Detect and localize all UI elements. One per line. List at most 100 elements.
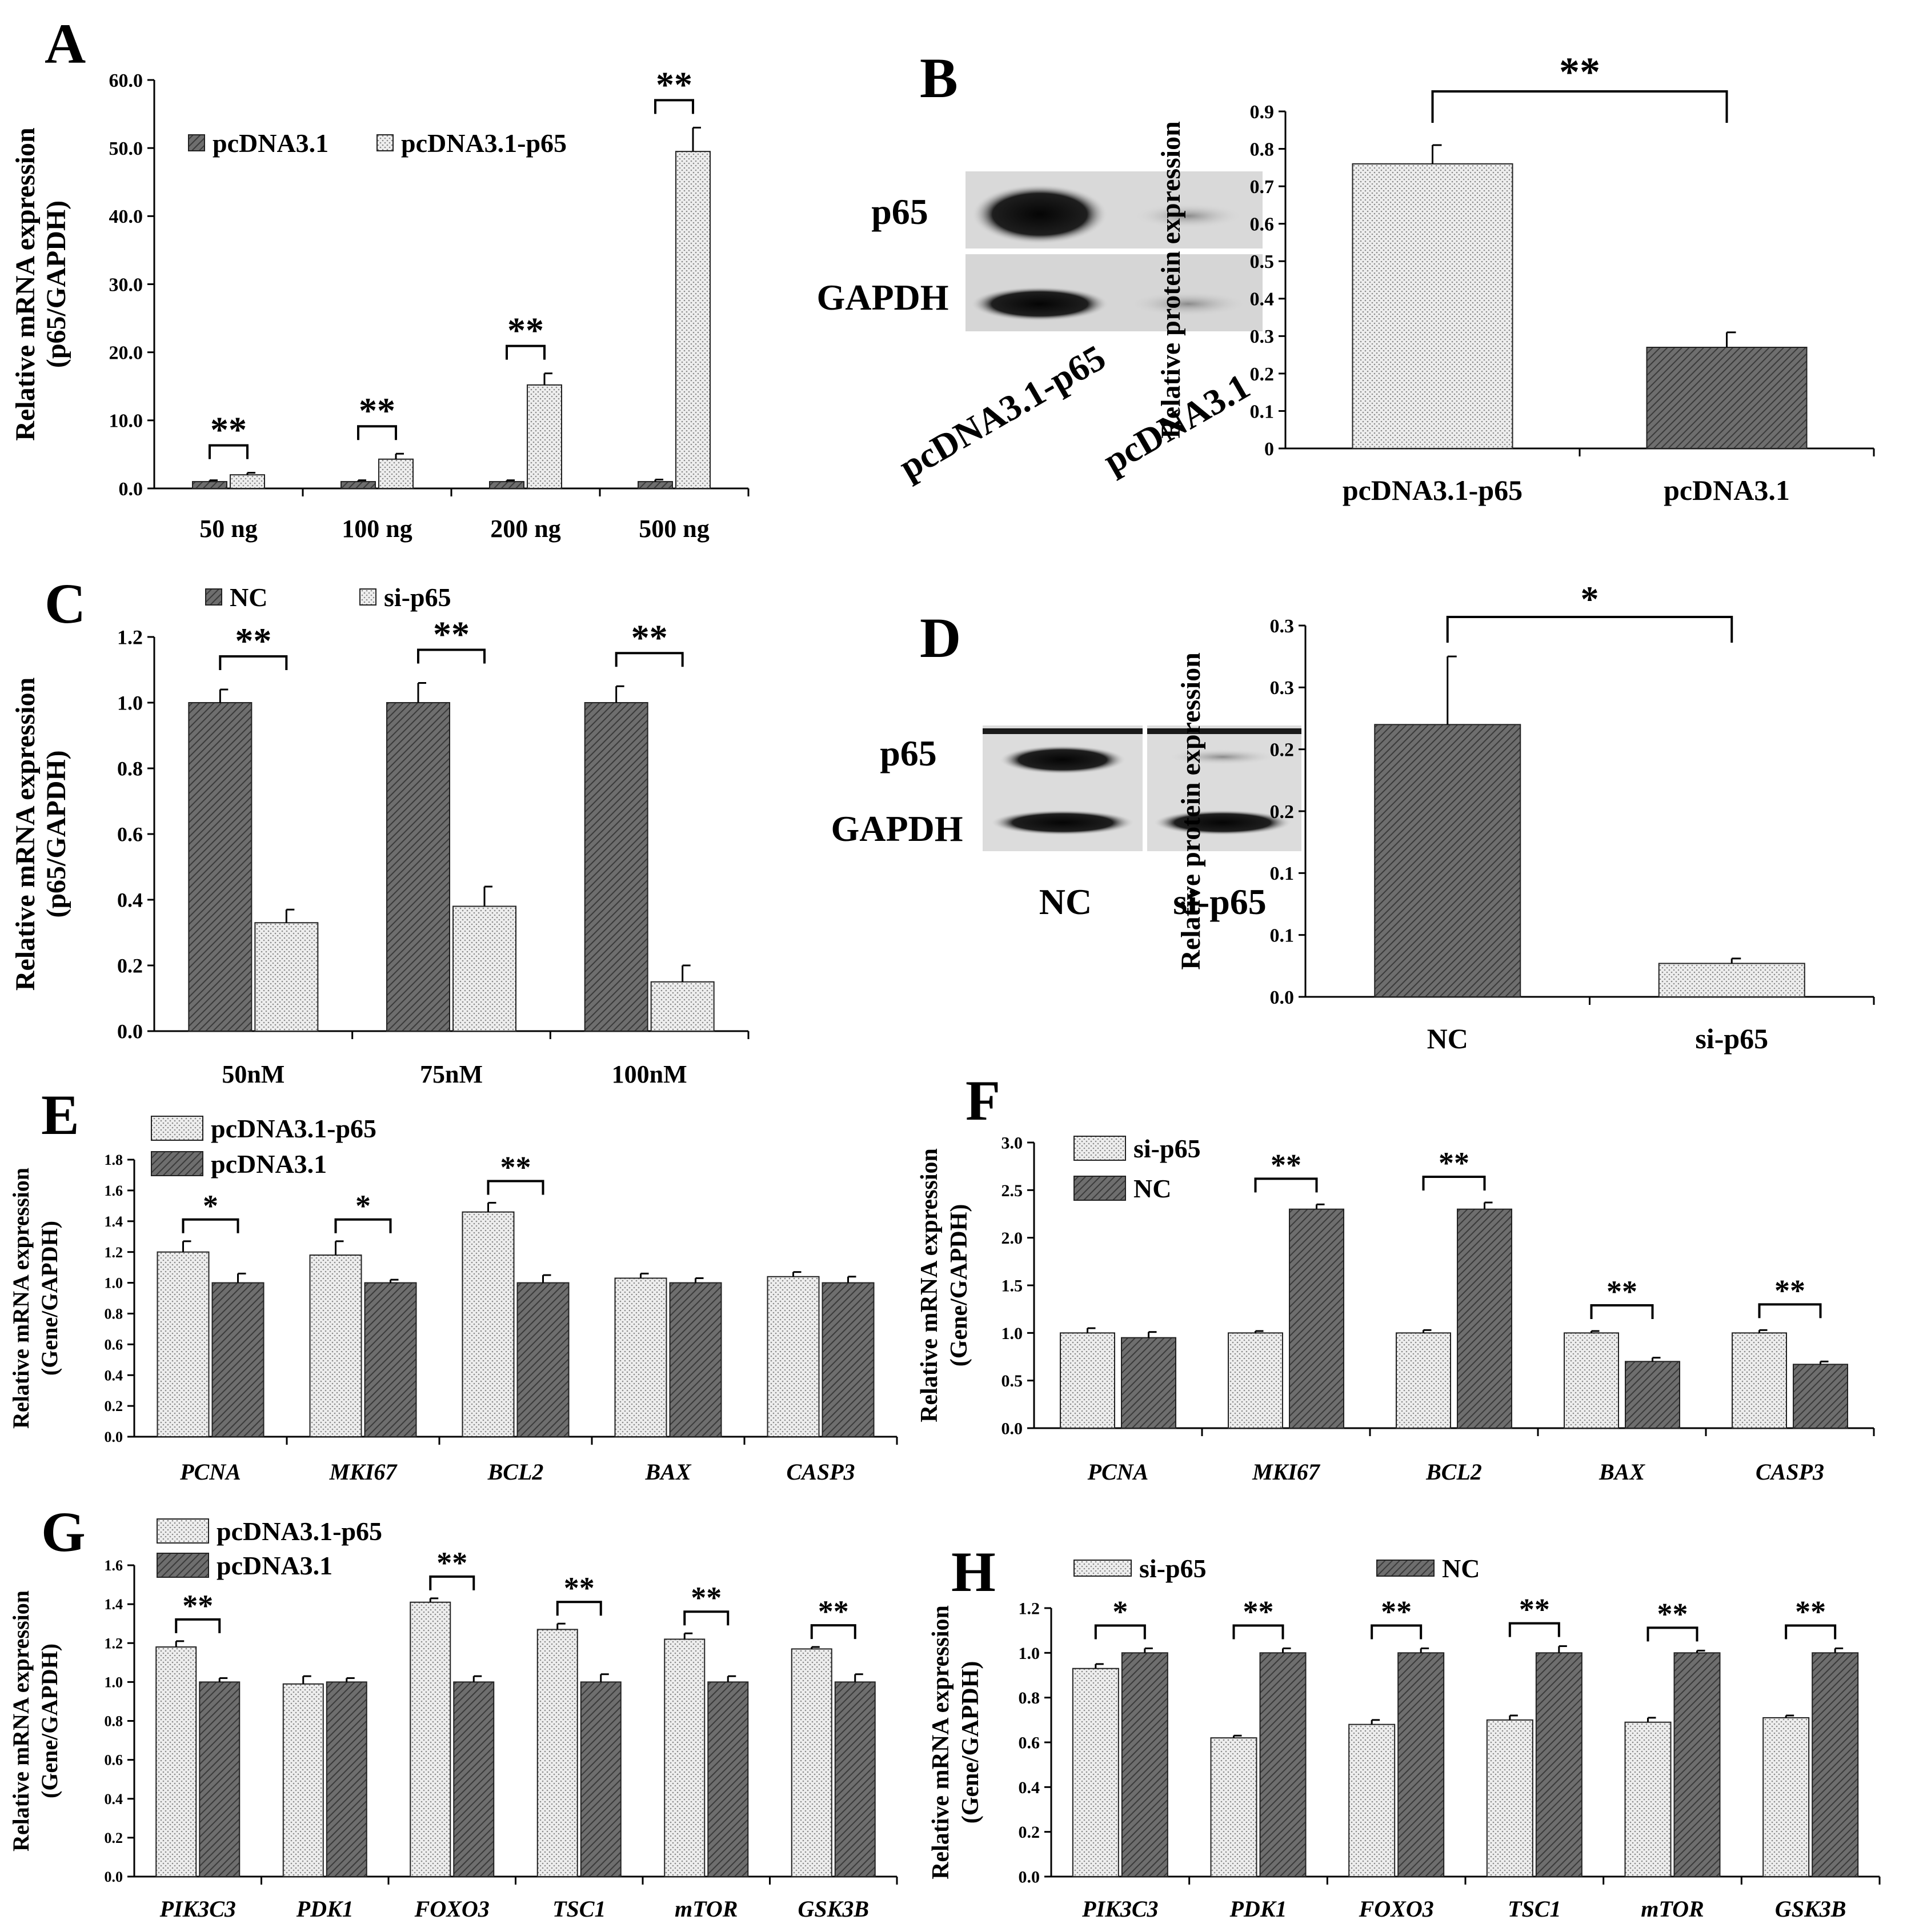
bar	[157, 1251, 210, 1438]
x-tick-label: si-p65	[1695, 1023, 1768, 1055]
y-tick-label: 0.6	[1019, 1734, 1040, 1753]
y-tick-label: 0.2	[117, 955, 143, 977]
x-tick-label: 100nM	[612, 1060, 687, 1088]
significance-bracket	[182, 1218, 239, 1233]
bar	[516, 1282, 570, 1438]
legend-swatch	[359, 588, 376, 606]
y-tick-label: 0	[1264, 439, 1274, 460]
bar	[536, 1629, 578, 1877]
x-tick-label: 75nM	[420, 1060, 483, 1088]
x-tick-label: mTOR	[1641, 1896, 1704, 1922]
y-axis-title: Relative protein expression	[1176, 652, 1206, 970]
bar	[254, 922, 319, 1032]
blot-B-row-label-p65: p65	[871, 191, 928, 232]
legend-label: pcDNA3.1-p65	[211, 1114, 376, 1143]
bar	[155, 1646, 197, 1877]
y-tick-label: 0.9	[1250, 102, 1275, 123]
bar	[1762, 1717, 1810, 1878]
significance-label: **	[1519, 1593, 1550, 1627]
legend-swatch	[205, 588, 222, 606]
significance-bracket	[654, 99, 694, 114]
blot-D-row-label-gapdh: GAPDH	[831, 808, 963, 849]
y-tick-label: 0.8	[1019, 1689, 1040, 1707]
western-blot-D: p65 GAPDH NC si-p65	[831, 725, 1301, 922]
x-tick-label: 500 ng	[639, 515, 709, 543]
chart-C: 0.0 0.2 0.4 0.6 0.8 1.0 1.2 Relative mRNA expre…	[10, 583, 750, 1088]
bar	[230, 474, 265, 490]
y-axis-title: (Gene/GAPDH)	[37, 1221, 62, 1376]
panel-letter-B: B	[920, 46, 958, 110]
significance-bracket	[1431, 90, 1728, 123]
y-axis-title: (Gene/GAPDH)	[37, 1644, 62, 1798]
y-tick-label: 0.2	[1270, 801, 1295, 823]
bar	[1348, 1723, 1396, 1878]
significance-bracket	[1446, 616, 1733, 643]
bar	[675, 151, 711, 489]
significance-bracket	[219, 655, 288, 670]
x-tick-label: mTOR	[675, 1896, 738, 1922]
y-tick-label: 1.2	[105, 1635, 123, 1652]
y-tick-label: 0.1	[1250, 401, 1275, 422]
significance-label: **	[1271, 1148, 1301, 1182]
bar	[364, 1282, 417, 1438]
significance-bracket	[615, 652, 684, 667]
significance-label: **	[436, 1546, 467, 1580]
x-tick-label: BAX	[1599, 1459, 1645, 1485]
legend-swatch	[151, 1116, 203, 1141]
y-tick-label: 60.0	[109, 70, 143, 91]
chart-H: 0.0 0.2 0.4 0.6 0.8 1.0 1.2 Relative mRNA expre…	[928, 1554, 1881, 1922]
significance-bracket	[1094, 1624, 1146, 1640]
bar	[1121, 1337, 1176, 1429]
x-tick-label: BAX	[644, 1459, 691, 1485]
x-tick-label: 200 ng	[490, 515, 560, 543]
legend-swatch	[188, 134, 205, 151]
y-tick-label: 0.4	[1250, 289, 1275, 310]
y-tick-label: 0.0	[117, 1020, 143, 1043]
legend-swatch	[1073, 1176, 1126, 1201]
significance-label: **	[1774, 1273, 1805, 1308]
panel-letter-A: A	[45, 12, 86, 75]
legend-label: pcDNA3.1	[211, 1149, 327, 1179]
significance-bracket	[487, 1180, 544, 1195]
y-axis-title: (p65/GAPDH)	[41, 201, 71, 368]
legend-label: NC	[230, 583, 267, 612]
blot-B-p65-band-2	[1134, 203, 1243, 229]
y-tick-label: 1.4	[105, 1596, 123, 1613]
bar	[1228, 1332, 1283, 1429]
bar	[1793, 1364, 1848, 1429]
panel-letter-F: F	[965, 1069, 1000, 1132]
x-tick-label: TSC1	[1508, 1896, 1561, 1922]
blot-B-gapdh-band-2	[1128, 291, 1248, 316]
blot-D-top-edge-left	[983, 728, 1143, 734]
significance-bracket	[1232, 1624, 1284, 1640]
bar	[410, 1601, 451, 1877]
legend-swatch	[157, 1518, 209, 1544]
blot-D-gapdh-band-1	[991, 810, 1134, 835]
x-tick-label: PCNA	[1087, 1459, 1149, 1485]
y-tick-label: 1.6	[105, 1183, 123, 1199]
y-tick-label: 0.2	[105, 1398, 123, 1414]
significance-bracket	[683, 1610, 730, 1626]
legend-swatch	[1073, 1560, 1132, 1577]
bar	[669, 1282, 722, 1438]
blot-D-p65-band-1	[1000, 745, 1125, 774]
y-tick-label: 0.0	[105, 1869, 123, 1885]
y-tick-label: 0.5	[1001, 1372, 1023, 1390]
y-tick-label: 0.0	[105, 1429, 123, 1445]
y-tick-label: 1.4	[105, 1213, 123, 1230]
y-tick-label: 1.2	[105, 1244, 123, 1261]
y-tick-label: 1.0	[105, 1674, 123, 1690]
legend-swatch	[1073, 1136, 1126, 1161]
significance-bracket	[1254, 1177, 1318, 1193]
y-axis-title: Relative mRNA expression	[928, 1605, 954, 1879]
y-tick-label: 1.0	[1019, 1644, 1040, 1663]
significance-label: **	[359, 390, 395, 431]
panel-letter-G: G	[41, 1500, 86, 1564]
significance-bracket	[1646, 1626, 1698, 1642]
y-axis-title: Relative mRNA expression	[10, 127, 41, 440]
bar	[1374, 724, 1521, 998]
bar	[580, 1681, 622, 1877]
y-tick-label: 0.6	[117, 823, 143, 846]
bar	[527, 384, 562, 489]
y-tick-label: 0.8	[117, 757, 143, 780]
